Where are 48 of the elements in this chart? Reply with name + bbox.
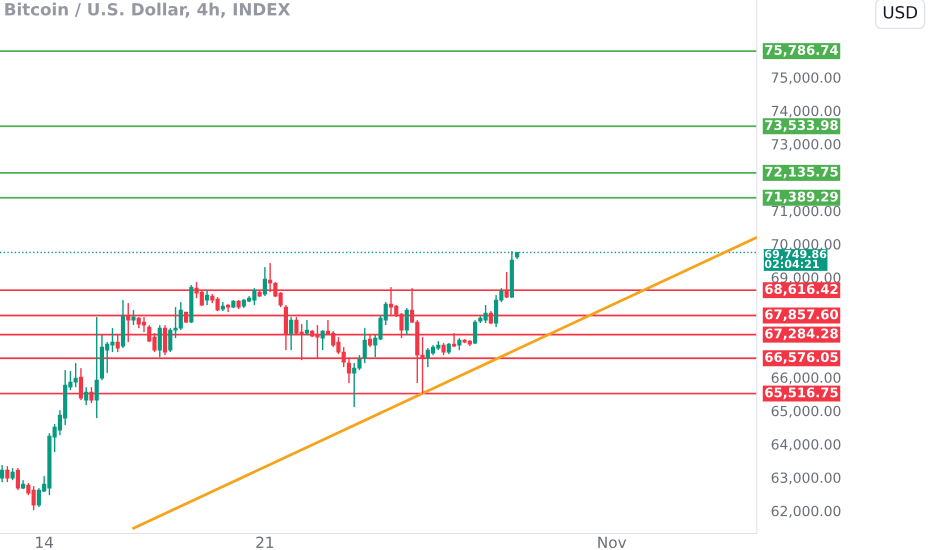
y-tick-label: 73,000.00 (772, 139, 840, 151)
ref-line-label: 71,389.29 (765, 192, 838, 204)
y-tick-label: 70,000.00 (772, 239, 840, 251)
candlestick (262, 266, 267, 297)
y-tick-label: 62,000.00 (772, 506, 840, 518)
y-tick-label: 65,000.00 (772, 406, 840, 418)
ref-line-label: 66,576.05 (765, 352, 838, 364)
candlestick (404, 307, 409, 336)
candlestick (16, 467, 20, 491)
chart-title: Bitcoin / U.S. Dollar, 4h, INDEX (5, 2, 290, 18)
x-tick-label: Nov (598, 536, 626, 548)
candlestick (0, 464, 4, 483)
y-tick-label: 69,000.00 (772, 272, 840, 284)
y-tick-label: 63,000.00 (772, 472, 840, 484)
text: USD (884, 6, 918, 19)
candlestick (441, 342, 446, 356)
candlestick (320, 329, 325, 351)
y-tick-label: 64,000.00 (772, 439, 840, 452)
candlestick (10, 467, 15, 481)
y-tick-label: 66,000.00 (772, 372, 840, 384)
ref-line-label: 75,786.74 (765, 44, 838, 57)
ref-line-label: 65,516.75 (765, 387, 838, 400)
candlestick (457, 337, 462, 351)
candlestick (5, 465, 10, 483)
candlestick (94, 316, 99, 419)
candlestick (158, 324, 162, 358)
candlestick (304, 319, 309, 336)
ref-line-label: 69,749.86 02:04:21 (764, 250, 826, 268)
ref-line-label: 73,533.98 (765, 120, 838, 132)
candlestick (84, 386, 88, 406)
y-tick-label: 74,000.00 (772, 106, 840, 118)
ref-line-label: 72,135.75 (765, 166, 838, 178)
candlestick (446, 342, 451, 355)
candlestick (362, 327, 367, 364)
x-tick-label: 21 (256, 536, 274, 548)
y-tick-label: 71,000.00 (772, 206, 840, 218)
candlestick (131, 309, 136, 326)
candlestick (289, 316, 294, 351)
candlestick (204, 289, 210, 306)
candlestick (473, 319, 478, 345)
ref-line-label: 67,857.60 (765, 309, 838, 322)
ref-line-label: 67,284.28 (765, 328, 838, 340)
y-tick-label: 75,000.00 (772, 72, 840, 84)
candlestick (236, 299, 241, 310)
candlestick (21, 479, 26, 490)
ref-line-label: 68,616.42 (765, 284, 838, 296)
x-tick-label: 14 (36, 536, 54, 548)
candlestick (220, 301, 225, 312)
